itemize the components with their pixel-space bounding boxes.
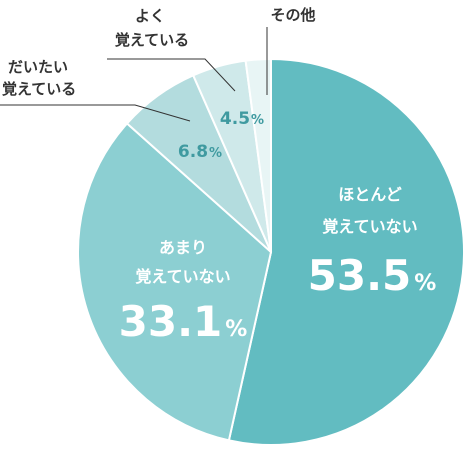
slice-label-line: あまり (159, 238, 207, 257)
slice-value-label: 4.5% (220, 109, 264, 129)
slice-label-line: よく (135, 7, 165, 25)
slice-label-line: 覚えている (2, 80, 76, 98)
leader-line-yoku (107, 58, 236, 92)
slice-value-label: 33.1% (119, 297, 248, 346)
slice-label-line: だいたい (8, 58, 68, 76)
pie-slice-0 (227, 57, 465, 446)
leader-line-daitai (0, 104, 191, 122)
pie-slice-4 (244, 57, 272, 253)
slice-label-line: 覚えていない (322, 217, 417, 236)
slice-value-label: 53.5% (308, 251, 437, 300)
slice-value-label: 6.8% (178, 142, 222, 162)
pie-slices (77, 57, 465, 446)
leader-lines (0, 27, 268, 122)
slice-label-line: ほとんど (338, 185, 402, 204)
slice-label-line: その他 (270, 6, 315, 24)
pie-slice-1 (77, 122, 273, 442)
slice-label-line: 覚えている (115, 31, 189, 49)
slice-label-line: 覚えていない (135, 267, 230, 286)
